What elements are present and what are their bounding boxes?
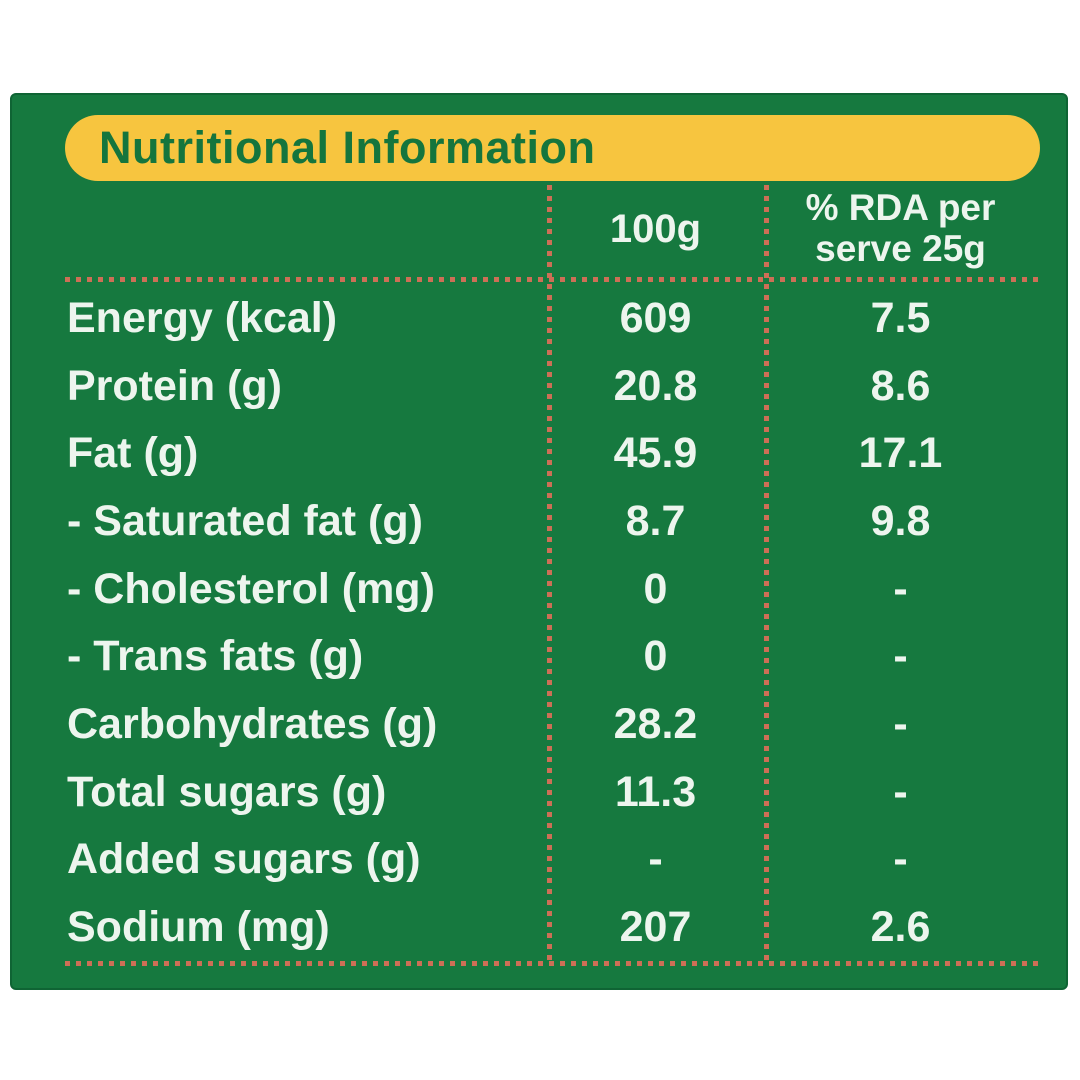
value-rda-per-serve: - <box>893 564 908 613</box>
nutrient-label: Sodium (mg) <box>67 902 330 951</box>
nutrient-label: Protein (g) <box>67 361 282 410</box>
table-rows: Energy (kcal) 609 7.5 Protein (g) 20.8 8… <box>12 287 1037 959</box>
value-per-100g: 28.2 <box>613 699 698 748</box>
table-row: Carbohydrates (g) 28.2 - <box>12 693 1037 756</box>
value-per-100g: 0 <box>643 564 668 613</box>
value-rda-per-serve: 9.8 <box>870 496 931 545</box>
table-row: Energy (kcal) 609 7.5 <box>12 287 1037 350</box>
table-row: Total sugars (g) 11.3 - <box>12 761 1037 824</box>
value-rda-per-serve: 17.1 <box>858 429 943 478</box>
column-header-100g: 100g <box>547 183 764 275</box>
nutrient-label: - Cholesterol (mg) <box>67 564 435 613</box>
nutrient-label: - Saturated fat (g) <box>67 496 423 545</box>
value-rda-per-serve: 7.5 <box>870 294 931 342</box>
table-row: Added sugars (g) - - <box>12 828 1037 891</box>
column-header-rda-label: % RDA per serve 25g <box>805 187 996 269</box>
value-per-100g: 8.7 <box>625 496 686 545</box>
value-per-100g: 609 <box>619 294 692 342</box>
table-row: Protein (g) 20.8 8.6 <box>12 355 1037 418</box>
nutrient-label: Energy (kcal) <box>67 294 338 342</box>
column-header-rda: % RDA per serve 25g <box>764 179 1037 279</box>
column-header-100g-label: 100g <box>609 206 702 251</box>
bottom-divider-dotted <box>65 961 1039 966</box>
value-rda-per-serve: - <box>893 699 908 748</box>
value-rda-per-serve: - <box>893 632 908 681</box>
nutrition-panel: Nutritional Information 100g % RDA per s… <box>10 93 1068 990</box>
value-per-100g: 45.9 <box>613 429 698 478</box>
nutrient-label: - Trans fats (g) <box>67 632 364 681</box>
value-rda-per-serve: - <box>893 835 908 884</box>
nutrient-label: Fat (g) <box>67 429 199 478</box>
value-per-100g: 20.8 <box>613 361 698 410</box>
value-per-100g: 207 <box>619 902 692 951</box>
table-row: Fat (g) 45.9 17.1 <box>12 422 1037 485</box>
column-divider-left-dotted <box>547 185 552 961</box>
panel-title: Nutritional Information <box>99 122 596 173</box>
nutrient-label: Total sugars (g) <box>67 767 387 816</box>
nutrient-label: Carbohydrates (g) <box>67 699 438 748</box>
value-per-100g: - <box>648 835 663 884</box>
value-rda-per-serve: 2.6 <box>870 902 931 951</box>
nutrient-label: Added sugars (g) <box>67 835 421 884</box>
table-row: - Saturated fat (g) 8.7 9.8 <box>12 490 1037 553</box>
header-divider-dotted <box>65 277 1039 282</box>
title-banner: Nutritional Information <box>65 115 1040 181</box>
table-row: Sodium (mg) 207 2.6 <box>12 896 1037 959</box>
table-row: - Cholesterol (mg) 0 - <box>12 558 1037 621</box>
column-divider-right-dotted <box>764 185 769 961</box>
value-rda-per-serve: - <box>893 767 908 816</box>
value-rda-per-serve: 8.6 <box>870 361 931 410</box>
value-per-100g: 11.3 <box>614 767 697 816</box>
table-row: - Trans fats (g) 0 - <box>12 625 1037 688</box>
value-per-100g: 0 <box>643 632 668 681</box>
